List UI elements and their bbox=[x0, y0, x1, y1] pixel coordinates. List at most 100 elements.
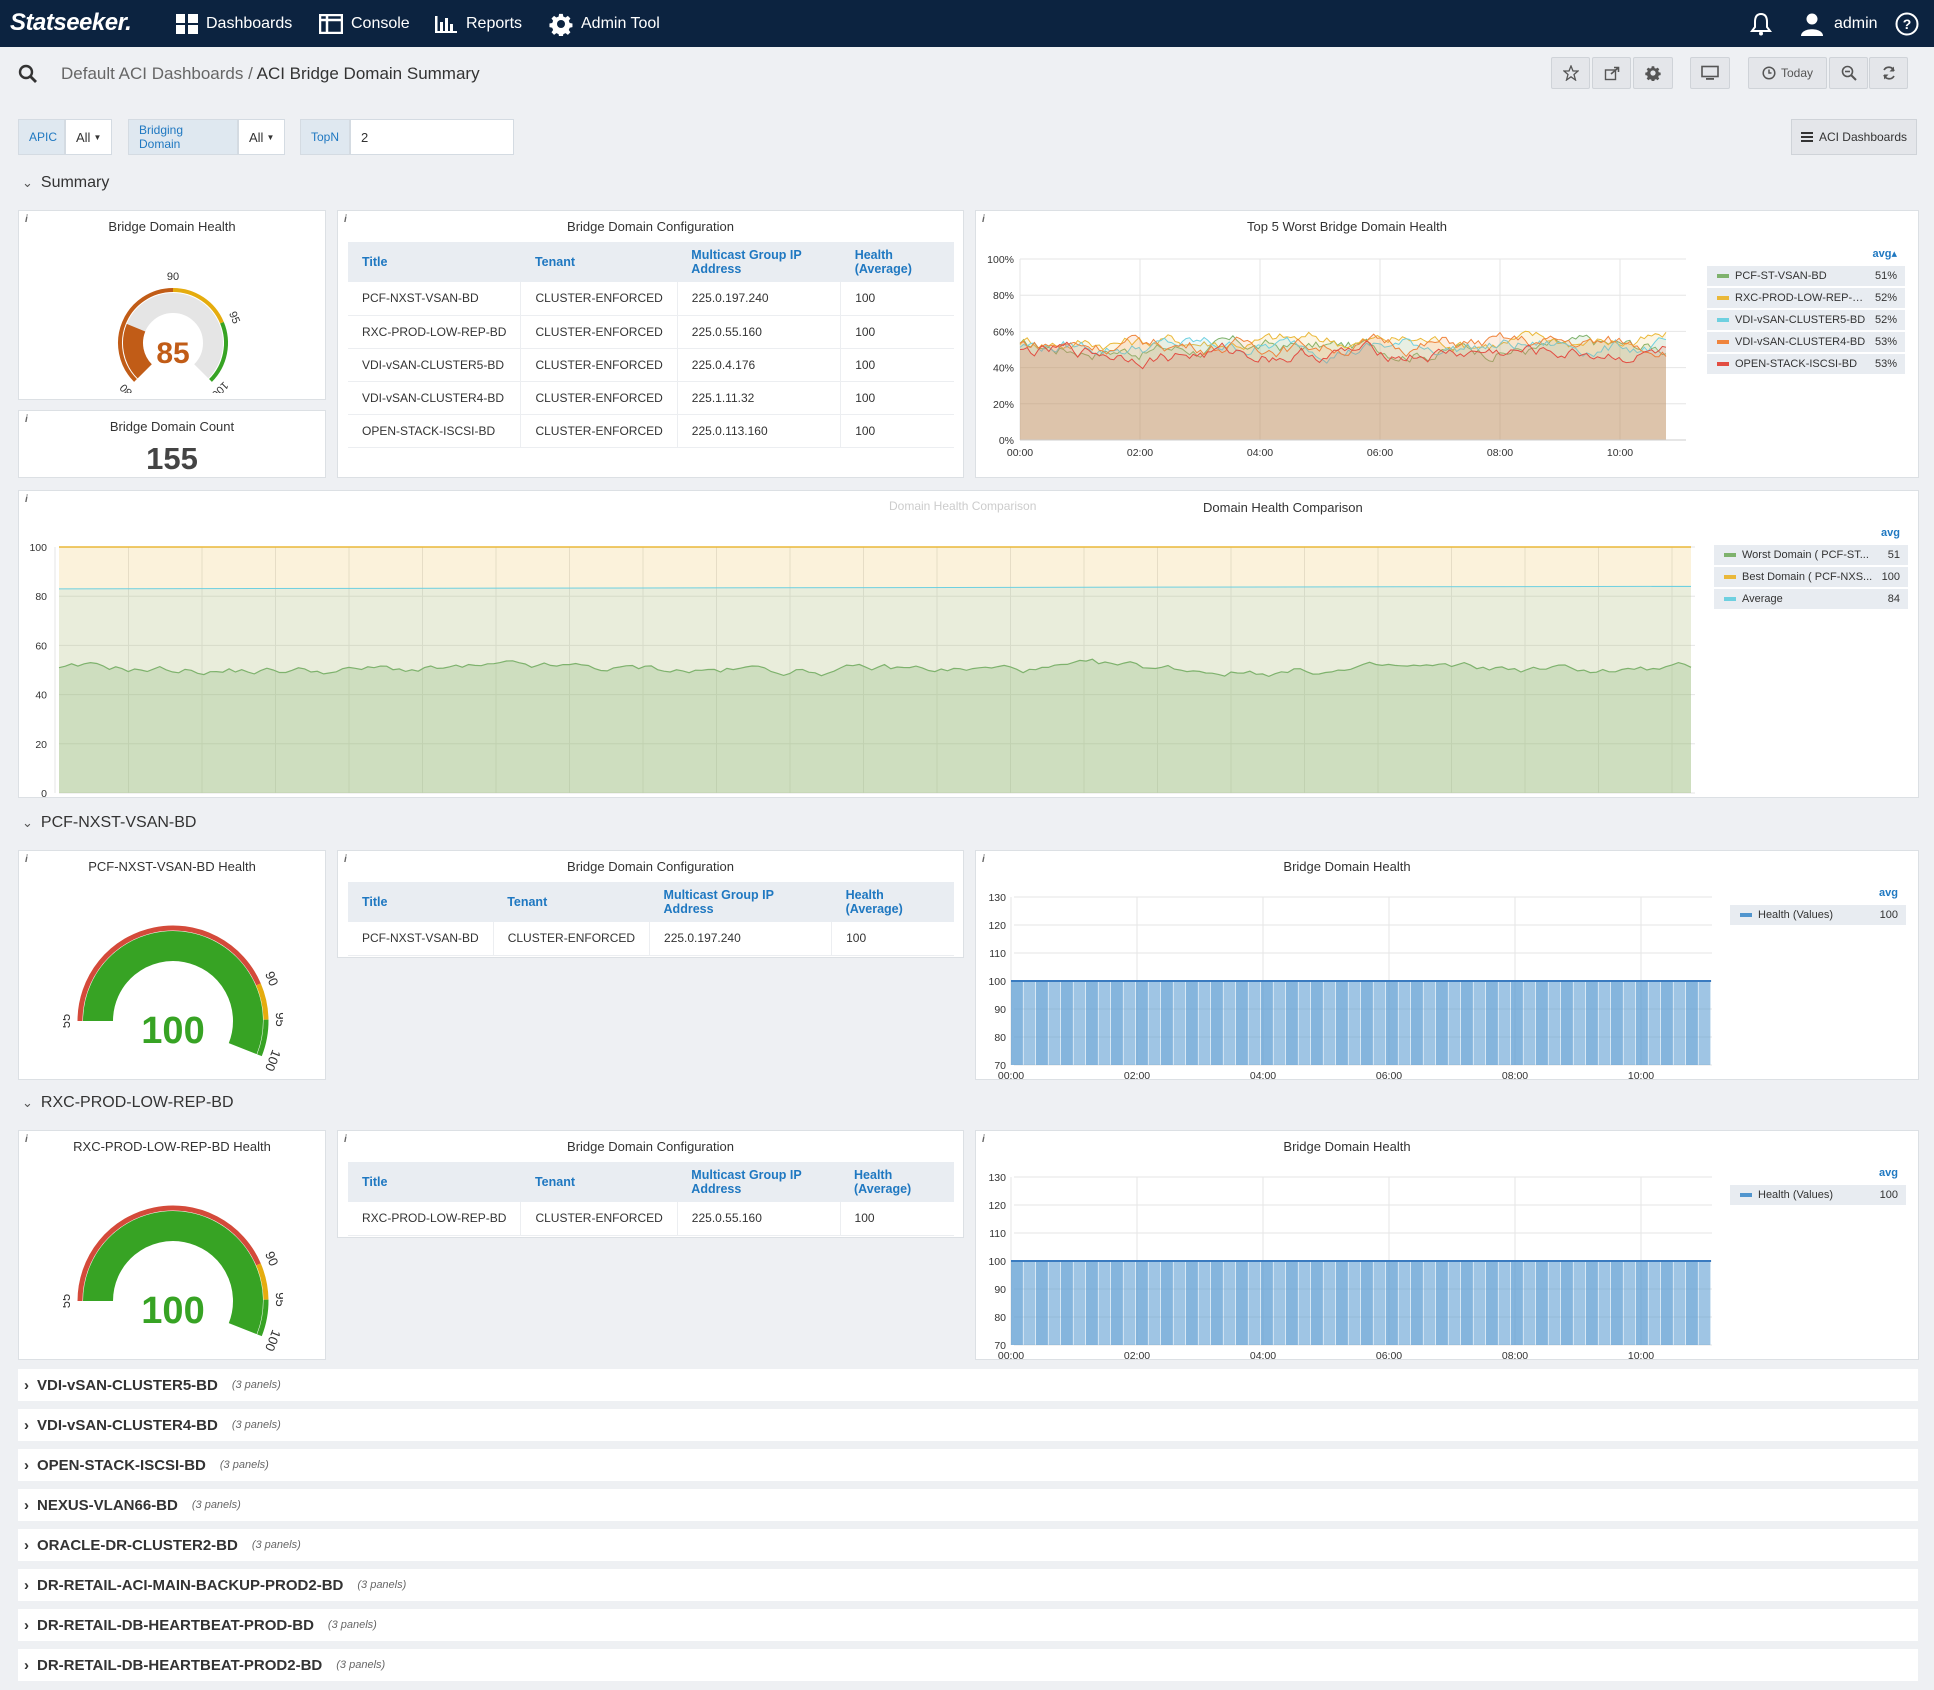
zoom-out-button[interactable] bbox=[1829, 57, 1868, 89]
legend-series-name: RXC-PROD-LOW-REP-BD bbox=[1735, 292, 1867, 304]
ghost-panel-title: Domain Health Comparison bbox=[889, 499, 1037, 513]
column-header-multicast[interactable]: Multicast Group IP Address bbox=[677, 1162, 841, 1202]
y-tick-label: 90 bbox=[994, 1004, 1006, 1016]
health-bar bbox=[1436, 981, 1448, 1065]
breadcrumb-parent[interactable]: Default ACI Dashboards bbox=[61, 64, 244, 83]
nav-dashboards[interactable]: Dashboards bbox=[176, 0, 292, 47]
column-header-title[interactable]: Title bbox=[348, 882, 494, 922]
time-picker-button[interactable]: Today bbox=[1748, 57, 1827, 89]
info-icon[interactable]: i bbox=[982, 1134, 985, 1145]
column-header-title[interactable]: Title bbox=[348, 1162, 521, 1202]
legend-item[interactable]: Worst Domain ( PCF-ST... 51 bbox=[1714, 545, 1908, 565]
info-icon[interactable]: i bbox=[344, 214, 347, 225]
info-icon[interactable]: i bbox=[344, 854, 347, 865]
notifications-button[interactable] bbox=[1750, 0, 1772, 47]
health-bar bbox=[1586, 981, 1598, 1065]
collapsed-row[interactable]: › OPEN-STACK-ISCSI-BD (3 panels) bbox=[18, 1449, 1918, 1481]
collapsed-row[interactable]: › DR-RETAIL-ACI-MAIN-BACKUP-PROD2-BD (3 pa… bbox=[18, 1569, 1918, 1601]
info-icon[interactable]: i bbox=[25, 414, 28, 425]
legend-item[interactable]: VDI-vSAN-CLUSTER4-BD 53% bbox=[1707, 332, 1905, 352]
top5-legend: avg▴ PCF-ST-VSAN-BD 51% RXC-PROD-LOW-REP-B… bbox=[1707, 247, 1905, 376]
row-rxc-header[interactable]: ⌄ RXC-PROD-LOW-REP-BD bbox=[22, 1094, 234, 1112]
collapsed-row[interactable]: › DR-RETAIL-DB-HEARTBEAT-PROD-BD (3 panels… bbox=[18, 1609, 1918, 1641]
user-menu[interactable]: admin bbox=[1800, 0, 1878, 47]
info-icon[interactable]: i bbox=[25, 1134, 28, 1145]
cell-health: 100 bbox=[840, 315, 954, 349]
bridge-domain-count-panel: i Bridge Domain Count 155 bbox=[18, 410, 326, 478]
info-icon[interactable]: i bbox=[25, 214, 28, 225]
table-row: PCF-NXST-VSAN-BD CLUSTER-ENFORCED 225.0.… bbox=[348, 282, 954, 316]
share-button[interactable] bbox=[1592, 57, 1631, 89]
statseeker-logo[interactable]: Statseeker. bbox=[10, 9, 132, 36]
refresh-button[interactable] bbox=[1869, 57, 1908, 89]
column-header-multicast[interactable]: Multicast Group IP Address bbox=[677, 242, 841, 282]
collapsed-row[interactable]: › DR-RETAIL-DB-HEARTBEAT-PROD2-BD (3 panel… bbox=[18, 1649, 1918, 1681]
collapsed-row[interactable]: › ORACLE-DR-CLUSTER2-BD (3 panels) bbox=[18, 1529, 1918, 1561]
column-header-multicast[interactable]: Multicast Group IP Address bbox=[649, 882, 832, 922]
row-pcf-header[interactable]: ⌄ PCF-NXST-VSAN-BD bbox=[22, 814, 196, 832]
legend-series-name: PCF-ST-VSAN-BD bbox=[1735, 270, 1827, 282]
panel-title: Domain Health Comparison bbox=[1203, 500, 1363, 515]
health-bar bbox=[1473, 1261, 1486, 1345]
nav-admin-tool-label: Admin Tool bbox=[581, 14, 660, 32]
collapsed-row[interactable]: › VDI-vSAN-CLUSTER4-BD (3 panels) bbox=[18, 1409, 1918, 1441]
legend-item[interactable]: RXC-PROD-LOW-REP-BD 52% bbox=[1707, 288, 1905, 308]
pcf-health-chart[interactable]: 70 80 90 100 110 120 130 00:00 02:00 04:00 06:00 08… bbox=[976, 877, 1716, 1079]
column-header-health[interactable]: Health (Average) bbox=[840, 1162, 954, 1202]
x-tick-label: 02:00 bbox=[1124, 1350, 1150, 1359]
search-icon[interactable] bbox=[18, 64, 38, 84]
column-header-tenant[interactable]: Tenant bbox=[520, 242, 678, 282]
nav-admin-tool[interactable]: Admin Tool bbox=[549, 0, 660, 47]
row-summary-header[interactable]: ⌄ Summary bbox=[22, 174, 109, 192]
comparison-legend: avg Worst Domain ( PCF-ST... 51 Best Domai… bbox=[1714, 527, 1908, 611]
gauge-value: 100 bbox=[141, 1010, 204, 1052]
legend-item[interactable]: Health (Values) 100 bbox=[1730, 905, 1906, 925]
legend-item[interactable]: Best Domain ( PCF-NXS... 100 bbox=[1714, 567, 1908, 587]
health-bar bbox=[1286, 1261, 1298, 1345]
legend-header[interactable]: avg bbox=[1879, 887, 1898, 899]
column-header-tenant[interactable]: Tenant bbox=[520, 1162, 678, 1202]
legend-swatch bbox=[1717, 340, 1729, 344]
legend-item[interactable]: Health (Values) 100 bbox=[1730, 1185, 1906, 1205]
info-icon[interactable]: i bbox=[25, 494, 28, 505]
info-icon[interactable]: i bbox=[25, 854, 28, 865]
health-bar bbox=[1561, 1261, 1573, 1345]
info-icon[interactable]: i bbox=[982, 854, 985, 865]
legend-item[interactable]: Average 84 bbox=[1714, 589, 1908, 609]
column-header-tenant[interactable]: Tenant bbox=[493, 882, 650, 922]
health-bar bbox=[1173, 981, 1186, 1065]
legend-item[interactable]: VDI-vSAN-CLUSTER5-BD 52% bbox=[1707, 310, 1905, 330]
info-icon[interactable]: i bbox=[982, 214, 985, 225]
legend-header[interactable]: avg▴ bbox=[1707, 247, 1905, 260]
legend-header[interactable]: avg bbox=[1714, 527, 1908, 539]
bridging-domain-variable-select[interactable]: All ▼ bbox=[238, 119, 285, 155]
info-icon[interactable]: i bbox=[344, 1134, 347, 1145]
top5-worst-chart[interactable]: 0% 20% 40% 60% 80% 100% 00:00 02:00 04:00 06:00 08… bbox=[976, 237, 1696, 477]
column-header-title[interactable]: Title bbox=[348, 242, 521, 282]
domain-health-comparison-chart[interactable]: 02040608010000:0000:3001:0001:3002:0002:… bbox=[19, 511, 1709, 797]
collapsed-row[interactable]: › VDI-vSAN-CLUSTER5-BD (3 panels) bbox=[18, 1369, 1918, 1401]
star-button[interactable] bbox=[1551, 57, 1590, 89]
health-bar bbox=[1611, 1261, 1623, 1345]
cell-multicast: 225.0.4.176 bbox=[677, 348, 842, 382]
topn-variable-input[interactable]: 2 bbox=[350, 119, 514, 155]
help-button[interactable]: ? bbox=[1895, 0, 1919, 47]
panel-title: Bridge Domain Health bbox=[1283, 1139, 1411, 1154]
tv-mode-button[interactable] bbox=[1690, 57, 1730, 89]
legend-header[interactable]: avg bbox=[1879, 1167, 1898, 1179]
legend-item[interactable]: PCF-ST-VSAN-BD 51% bbox=[1707, 266, 1905, 286]
apic-variable-select[interactable]: All ▼ bbox=[65, 119, 112, 155]
collapsed-row[interactable]: › NEXUS-VLAN66-BD (3 panels) bbox=[18, 1489, 1918, 1521]
legend-item[interactable]: OPEN-STACK-ISCSI-BD 53% bbox=[1707, 354, 1905, 374]
nav-reports[interactable]: Reports bbox=[434, 0, 522, 47]
aci-dashboards-button[interactable]: ACI Dashboards bbox=[1791, 119, 1917, 155]
nav-console[interactable]: Console bbox=[319, 0, 410, 47]
series-area bbox=[1020, 331, 1666, 440]
column-header-health[interactable]: Health (Average) bbox=[831, 882, 954, 922]
column-header-health[interactable]: Health (Average) bbox=[840, 242, 954, 282]
settings-button[interactable] bbox=[1633, 57, 1673, 89]
zoom-out-icon bbox=[1841, 65, 1857, 81]
rxc-health-chart[interactable]: 70 80 90 100 110 120 130 00:00 02:00 04:00 06:00 08… bbox=[976, 1157, 1716, 1359]
health-bar bbox=[1198, 1261, 1211, 1345]
legend-swatch bbox=[1740, 913, 1752, 917]
